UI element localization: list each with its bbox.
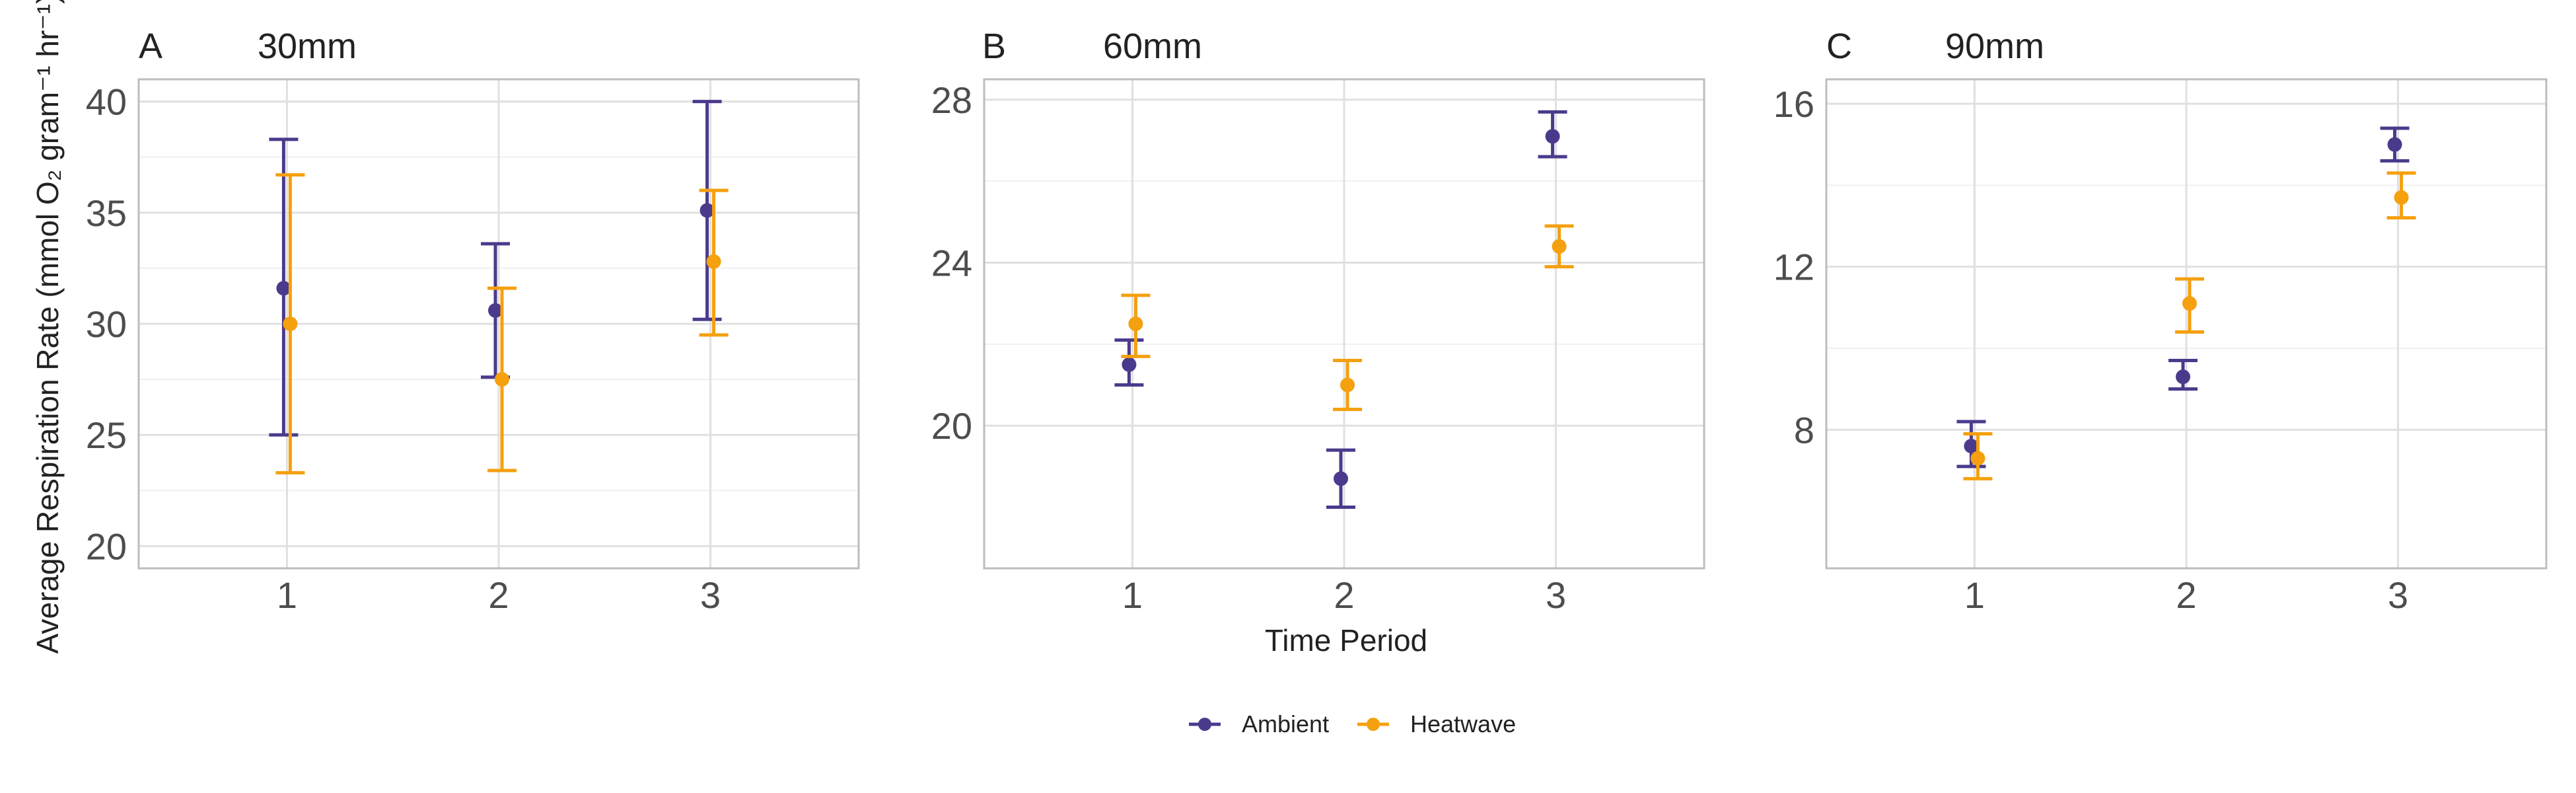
- legend-label: Ambient: [1242, 710, 1329, 737]
- y-tick-label: 12: [1773, 246, 1814, 288]
- legend-item-ambient: Ambient: [1189, 710, 1329, 737]
- y-tick-label: 25: [86, 414, 127, 456]
- x-tick-label: 2: [2176, 574, 2196, 616]
- panel-title: 30mm: [258, 26, 357, 66]
- data-point-heatwave: [495, 372, 509, 387]
- panel-tag: C: [1826, 26, 1852, 66]
- panel-title: 60mm: [1103, 26, 1202, 66]
- x-tick-label: 1: [1964, 574, 1985, 616]
- legend-item-heatwave: Heatwave: [1357, 710, 1516, 737]
- panel-title: 90mm: [1945, 26, 2044, 66]
- data-point-ambient: [1122, 357, 1137, 372]
- data-point-heatwave: [1552, 239, 1567, 254]
- panel-b: 20 24 28 1 2 3 60mm B: [931, 26, 1705, 616]
- data-point-ambient: [699, 203, 715, 218]
- data-point-ambient: [276, 281, 291, 296]
- legend: Ambient Heatwave: [1189, 710, 1516, 737]
- data-point-heatwave: [706, 254, 721, 269]
- y-tick-label: 20: [931, 405, 972, 447]
- y-tick-label: 24: [931, 243, 972, 284]
- legend-swatch-point: [1198, 718, 1211, 731]
- panel-border: [983, 78, 1705, 570]
- y-tick-label: 35: [86, 192, 127, 234]
- panel-border: [137, 78, 860, 570]
- x-axis-label: Time Period: [1265, 623, 1427, 658]
- data-point-ambient: [2387, 137, 2402, 152]
- legend-swatch-point: [1367, 718, 1380, 731]
- y-tick-label: 40: [86, 81, 127, 123]
- data-point-ambient: [1334, 471, 1348, 486]
- data-point-heatwave: [1970, 451, 1986, 466]
- x-tick-label: 2: [1334, 574, 1354, 616]
- y-tick-label: 16: [1773, 83, 1814, 125]
- data-point-ambient: [2176, 369, 2190, 385]
- x-tick-label: 3: [1546, 574, 1566, 616]
- data-point-heatwave: [1128, 317, 1143, 331]
- legend-label: Heatwave: [1410, 710, 1516, 737]
- y-tick-label: 20: [86, 525, 127, 567]
- y-tick-label: 8: [1794, 409, 1814, 451]
- y-tick-label: 30: [86, 303, 127, 345]
- panel-a: 20 25 30 35 40 1 2 3 30mm A: [86, 26, 860, 616]
- panel-border: [1825, 78, 2548, 570]
- data-point-ambient: [488, 303, 503, 318]
- data-point-heatwave: [2182, 296, 2197, 311]
- x-tick-label: 2: [488, 574, 509, 616]
- x-tick-label: 1: [1122, 574, 1143, 616]
- x-tick-label: 3: [700, 574, 721, 616]
- y-axis-label: Average Respiration Rate (mmol O₂ gram⁻¹…: [30, 0, 65, 654]
- data-point-heatwave: [283, 317, 298, 331]
- panel-tag: A: [139, 26, 162, 66]
- y-tick-label: 28: [931, 79, 972, 121]
- panel-tag: B: [982, 26, 1006, 66]
- data-point-ambient: [1545, 129, 1560, 144]
- x-tick-label: 1: [277, 574, 297, 616]
- data-point-heatwave: [1340, 377, 1355, 393]
- x-tick-label: 3: [2388, 574, 2408, 616]
- data-point-ambient: [1964, 439, 1979, 453]
- data-point-heatwave: [2394, 190, 2409, 205]
